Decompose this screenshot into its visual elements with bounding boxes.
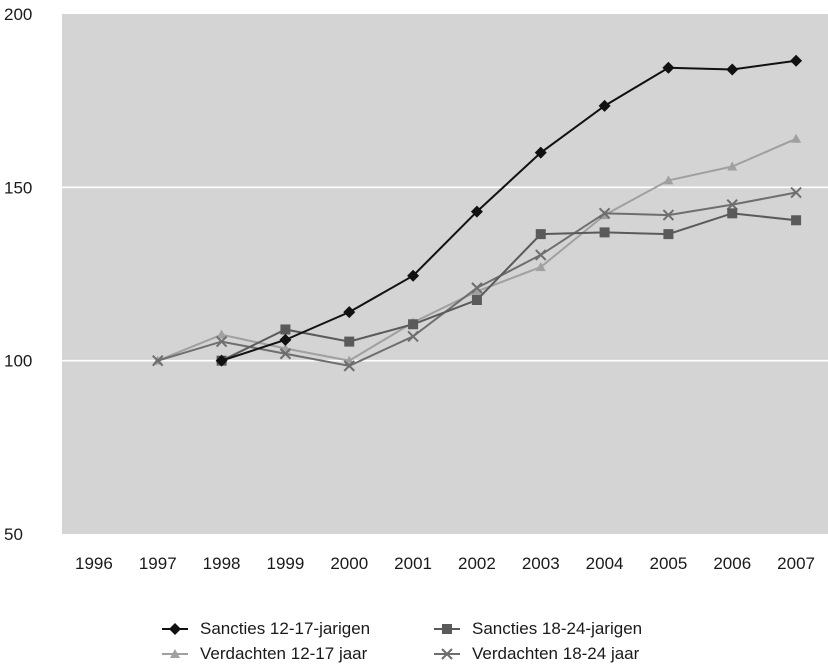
legend-marker-x-icon [434,647,460,660]
y-tick-label: 150 [4,178,32,197]
data-point-square [442,623,452,634]
data-point-x [598,207,611,220]
legend-item-verdachten-18-24: Verdachten 18-24 jaar [432,642,720,665]
x-tick-label: 2005 [650,554,688,573]
x-tick-label: 2002 [458,554,496,573]
legend-label: Sancties 12-17-jarigen [200,618,371,638]
data-point-diamond [343,306,356,319]
data-point-diamond [470,205,483,218]
x-tick-label: 2007 [777,554,815,573]
data-point-x [535,249,547,261]
data-point-square [280,324,291,335]
data-point-x [279,348,292,360]
data-point-triangle [663,175,674,185]
data-point-triangle [535,262,546,272]
x-tick-label: 2004 [586,554,624,573]
data-point-square [408,319,419,330]
legend-label: Sancties 18-24-jarigen [472,618,643,638]
series-path [221,212,797,362]
data-point-diamond [169,622,181,635]
data-point-triangle [471,286,482,296]
legend-marker-diamond-icon [162,622,188,635]
data-point-triangle [727,161,738,171]
y-tick-label: 100 [4,352,32,371]
data-point-x [407,330,419,343]
chart: 200 150 100 50 1996 1997 1998 1999 2000 2001 2002… [4,5,828,573]
legend: Sancties 12-17-jarigen Sancties 18-24-ja… [160,617,720,665]
series-path [221,59,797,362]
series-line [215,54,803,367]
data-point-square [599,227,610,238]
data-point-square [727,208,738,219]
data-point-square [471,295,482,305]
x-tick-label: 1999 [267,554,305,573]
data-point-x [215,335,228,348]
data-point-diamond [215,354,228,367]
data-point-square [663,229,674,240]
legend-item-sancties-18-24: Sancties 18-24-jarigen [432,617,720,640]
plot-area [62,14,828,534]
series-line [216,208,802,366]
data-point-x [471,282,483,294]
y-tick-label: 200 [4,5,32,24]
data-point-x [441,647,453,660]
legend-marker-square-icon [434,623,460,634]
data-point-square [791,215,802,226]
data-point-x [152,354,164,367]
gridlines [62,186,828,362]
data-point-triangle [216,329,227,339]
data-point-x [662,209,675,221]
legend-label: Verdachten 12-17 jaar [200,643,368,663]
data-point-diamond [662,61,675,74]
data-point-x [726,198,738,211]
series-layer [152,54,803,372]
data-point-x [790,186,802,199]
legend-item-sancties-12-17: Sancties 12-17-jarigen [160,617,432,640]
data-point-diamond [726,63,739,76]
x-tick-label: 2001 [394,554,432,573]
data-point-diamond [534,146,547,159]
data-point-square [535,229,546,240]
data-point-diamond [598,99,611,112]
y-tick-label: 50 [4,525,23,544]
x-tick-label: 2003 [522,554,560,573]
data-point-diamond [407,269,420,282]
x-tick-label: 1997 [139,554,177,573]
data-point-square [344,336,355,347]
x-tick-label: 2000 [330,554,368,573]
x-tick-label: 2006 [713,554,751,573]
x-tick-label: 1998 [203,554,241,573]
x-axis: 1996 1997 1998 1999 2000 2001 2002 2003 2004 2005… [75,554,815,573]
data-point-triangle [170,648,180,658]
data-point-diamond [790,54,803,67]
legend-marker-triangle-icon [162,648,188,658]
legend-item-verdachten-12-17: Verdachten 12-17 jaar [160,642,432,665]
x-tick-label: 1996 [75,554,113,573]
legend-label: Verdachten 18-24 jaar [472,643,640,663]
data-point-diamond [279,333,292,346]
data-point-triangle [791,133,802,143]
series-line [152,186,802,372]
data-point-x [343,360,355,372]
y-axis: 200 150 100 50 [4,5,32,544]
